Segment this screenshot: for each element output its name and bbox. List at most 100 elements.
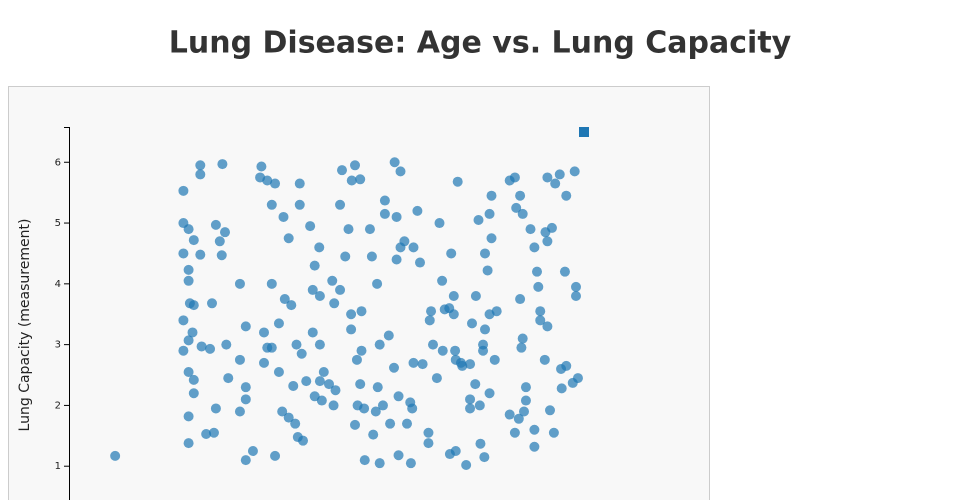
point xyxy=(291,339,302,350)
point xyxy=(210,219,221,230)
point xyxy=(351,354,362,365)
point xyxy=(417,359,428,370)
point xyxy=(273,366,284,377)
point xyxy=(183,438,194,449)
point xyxy=(525,224,536,235)
point xyxy=(234,354,245,365)
point xyxy=(346,324,357,335)
point xyxy=(486,190,497,201)
point xyxy=(350,419,360,430)
point xyxy=(517,333,528,344)
point xyxy=(467,318,477,329)
point xyxy=(546,222,557,233)
point xyxy=(395,242,406,253)
point xyxy=(516,342,527,353)
point xyxy=(314,339,325,350)
point xyxy=(519,406,529,417)
point xyxy=(486,233,497,244)
point xyxy=(183,366,194,377)
point xyxy=(314,242,325,253)
point xyxy=(335,199,346,210)
point xyxy=(346,175,357,186)
point xyxy=(314,290,325,301)
point xyxy=(340,251,351,262)
point xyxy=(350,160,360,171)
point xyxy=(328,400,339,411)
point xyxy=(301,376,312,387)
point xyxy=(178,315,189,326)
point xyxy=(545,405,555,416)
point xyxy=(475,438,486,449)
point xyxy=(374,458,385,469)
point xyxy=(548,427,559,438)
point xyxy=(223,373,234,384)
point xyxy=(259,327,269,338)
point xyxy=(452,176,463,187)
point xyxy=(539,354,550,365)
point xyxy=(214,236,225,247)
point xyxy=(298,435,308,446)
point xyxy=(234,406,245,417)
point xyxy=(423,427,434,438)
y-axis-label: Lung Capacity (measurement) xyxy=(17,219,33,432)
point xyxy=(434,218,445,229)
point xyxy=(283,412,294,423)
point xyxy=(391,254,402,265)
point xyxy=(247,446,258,457)
legend-marker xyxy=(579,127,589,137)
y-tick-label: 2 xyxy=(55,400,61,411)
point xyxy=(383,330,394,341)
point xyxy=(355,379,366,390)
point xyxy=(389,157,400,168)
point xyxy=(377,400,388,411)
point xyxy=(234,278,245,289)
point xyxy=(327,275,338,286)
point xyxy=(337,165,347,176)
point xyxy=(316,395,327,406)
point xyxy=(473,215,484,226)
point xyxy=(415,257,425,268)
point xyxy=(195,160,206,171)
y-tick-label: 5 xyxy=(55,218,61,229)
point xyxy=(286,300,297,311)
point xyxy=(366,251,377,262)
point xyxy=(529,242,540,253)
point xyxy=(556,383,567,394)
point xyxy=(511,202,522,213)
point xyxy=(290,418,301,429)
point xyxy=(571,290,581,301)
point xyxy=(374,339,385,350)
point xyxy=(207,298,217,309)
point xyxy=(407,403,418,414)
point xyxy=(385,418,396,429)
point xyxy=(266,342,277,353)
point xyxy=(183,264,194,275)
point xyxy=(210,403,221,414)
point xyxy=(330,385,341,396)
point xyxy=(335,284,346,295)
point xyxy=(188,300,199,311)
point xyxy=(554,169,565,180)
point xyxy=(283,233,294,244)
point xyxy=(314,376,325,387)
point xyxy=(188,374,199,385)
point xyxy=(465,403,476,414)
point xyxy=(110,450,121,461)
point xyxy=(343,224,354,235)
point xyxy=(457,360,468,371)
point xyxy=(571,281,581,292)
point xyxy=(428,339,438,350)
point xyxy=(183,275,194,286)
point xyxy=(288,380,299,391)
point xyxy=(450,345,461,356)
point xyxy=(393,450,404,461)
y-tick-label: 6 xyxy=(55,157,61,168)
point xyxy=(279,294,290,305)
point xyxy=(188,235,199,246)
point xyxy=(278,211,289,222)
point xyxy=(356,345,367,356)
point xyxy=(446,248,457,259)
point xyxy=(294,199,305,210)
point xyxy=(178,248,189,259)
